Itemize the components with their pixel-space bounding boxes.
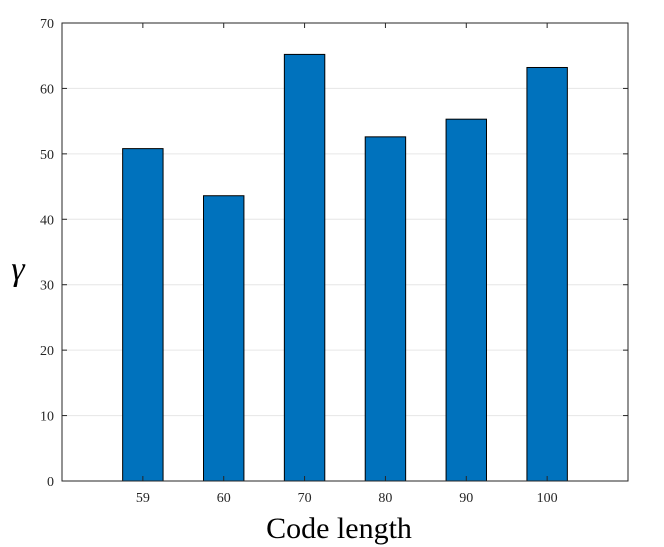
y-tick-label: 30: [40, 279, 54, 294]
bar-90: [445, 118, 488, 482]
plot-frame: [61, 22, 629, 482]
x-tick-label: 90: [459, 491, 473, 506]
x-axis-label: Code length: [266, 512, 412, 545]
y-tick-label: 50: [40, 148, 54, 163]
y-tick-label: 20: [40, 344, 54, 359]
x-tick-label: 60: [217, 491, 231, 506]
y-tick-label: 10: [40, 410, 54, 425]
x-tick-label: 100: [537, 491, 558, 506]
y-axis-label: γ: [11, 251, 26, 288]
bars: [122, 53, 568, 482]
x-tick-label: 59: [136, 491, 150, 506]
y-tick-label: 60: [40, 82, 54, 97]
x-tick-label: 70: [298, 491, 312, 506]
bar-100: [526, 66, 568, 482]
x-ticks: 59 60 70 80 90 100: [136, 23, 558, 506]
x-tick-label: 80: [378, 491, 392, 506]
bar-70: [283, 53, 326, 482]
y-tick-label: 70: [40, 17, 54, 32]
bar-80: [364, 136, 407, 482]
bar-60: [203, 195, 245, 482]
bar-59: [122, 148, 164, 482]
y-ticks: 0 10 20 30 40 50 60 70: [40, 17, 628, 490]
y-tick-label: 0: [47, 475, 54, 490]
y-tick-label: 40: [40, 213, 54, 228]
